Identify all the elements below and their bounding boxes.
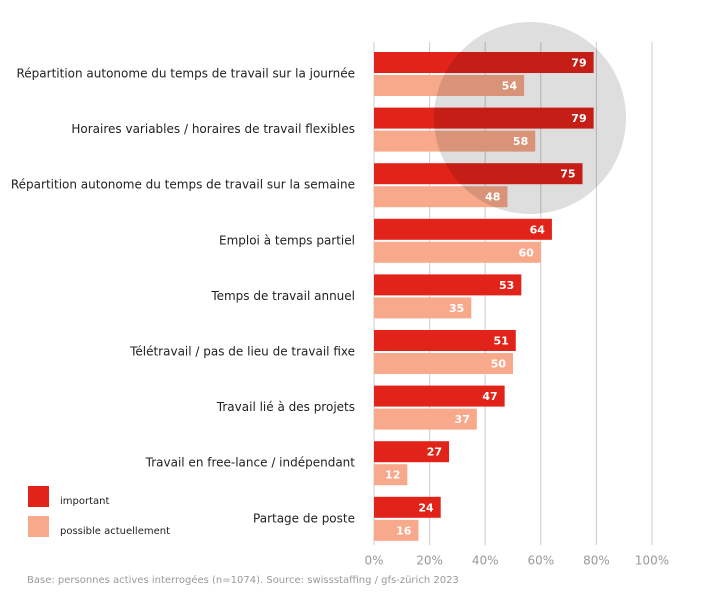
value-label: 58 — [513, 135, 528, 148]
value-label: 47 — [482, 390, 497, 403]
x-tick-label: 0% — [364, 554, 383, 568]
bar — [374, 353, 513, 374]
bar — [374, 519, 419, 541]
labels: 0% 20% 40% 60% 80% 100% Répartition autonome d… — [11, 57, 669, 568]
category-label: Répartition autonome du temps de travail… — [11, 178, 355, 192]
footnote: Base: personnes actives interrogées (n=1… — [27, 574, 459, 586]
bar — [374, 385, 505, 407]
value-label: 37 — [455, 413, 470, 426]
x-tick-label: 20% — [416, 554, 443, 568]
category-label: Répartition autonome du temps de travail… — [17, 67, 356, 81]
category-label: Travail lié à des projets — [216, 400, 355, 414]
value-label: 54 — [502, 80, 518, 93]
category-label: Travail en free-lance / indépendant — [145, 456, 356, 470]
bar — [374, 107, 594, 129]
x-tick-label: 40% — [472, 554, 499, 568]
value-label: 12 — [385, 469, 400, 482]
value-label: 75 — [560, 168, 575, 181]
bar — [374, 330, 516, 351]
bar — [374, 186, 508, 208]
bar — [374, 496, 441, 518]
value-label: 53 — [499, 279, 514, 292]
bar — [374, 441, 450, 463]
bar — [374, 163, 583, 185]
x-tick-label: 60% — [527, 554, 554, 568]
bar — [374, 408, 477, 430]
highlight-circle — [434, 22, 626, 214]
category-label: Partage de poste — [253, 511, 355, 525]
value-label: 35 — [449, 302, 464, 315]
category-label: Emploi à temps partiel — [219, 233, 355, 247]
bar — [374, 130, 536, 152]
value-label: 79 — [571, 57, 586, 70]
bar — [374, 464, 408, 486]
bar — [374, 218, 552, 240]
value-label: 60 — [518, 246, 534, 259]
bars — [374, 52, 594, 541]
bar — [374, 241, 541, 263]
value-label: 51 — [493, 335, 508, 348]
legend-swatch — [28, 486, 49, 507]
bar — [374, 52, 594, 73]
category-label: Télétravail / pas de lieu de travail fix… — [129, 345, 355, 359]
legend-swatch — [28, 516, 49, 537]
value-label: 27 — [427, 446, 442, 459]
x-tick-label: 100% — [635, 554, 669, 568]
value-label: 24 — [418, 501, 434, 514]
bar — [374, 75, 525, 96]
value-label: 79 — [571, 112, 586, 125]
x-tick-label: 80% — [583, 554, 610, 568]
value-label: 48 — [485, 191, 500, 204]
category-label: Temps de travail annuel — [210, 289, 355, 303]
value-label: 64 — [530, 223, 546, 236]
value-label: 50 — [491, 358, 507, 371]
bar — [374, 297, 472, 319]
legend-label: important — [60, 496, 109, 507]
value-label: 16 — [396, 524, 412, 537]
bar — [374, 274, 522, 296]
category-label: Horaires variables / horaires de travail… — [71, 122, 355, 136]
legend-label: possible actuellement — [60, 526, 170, 537]
